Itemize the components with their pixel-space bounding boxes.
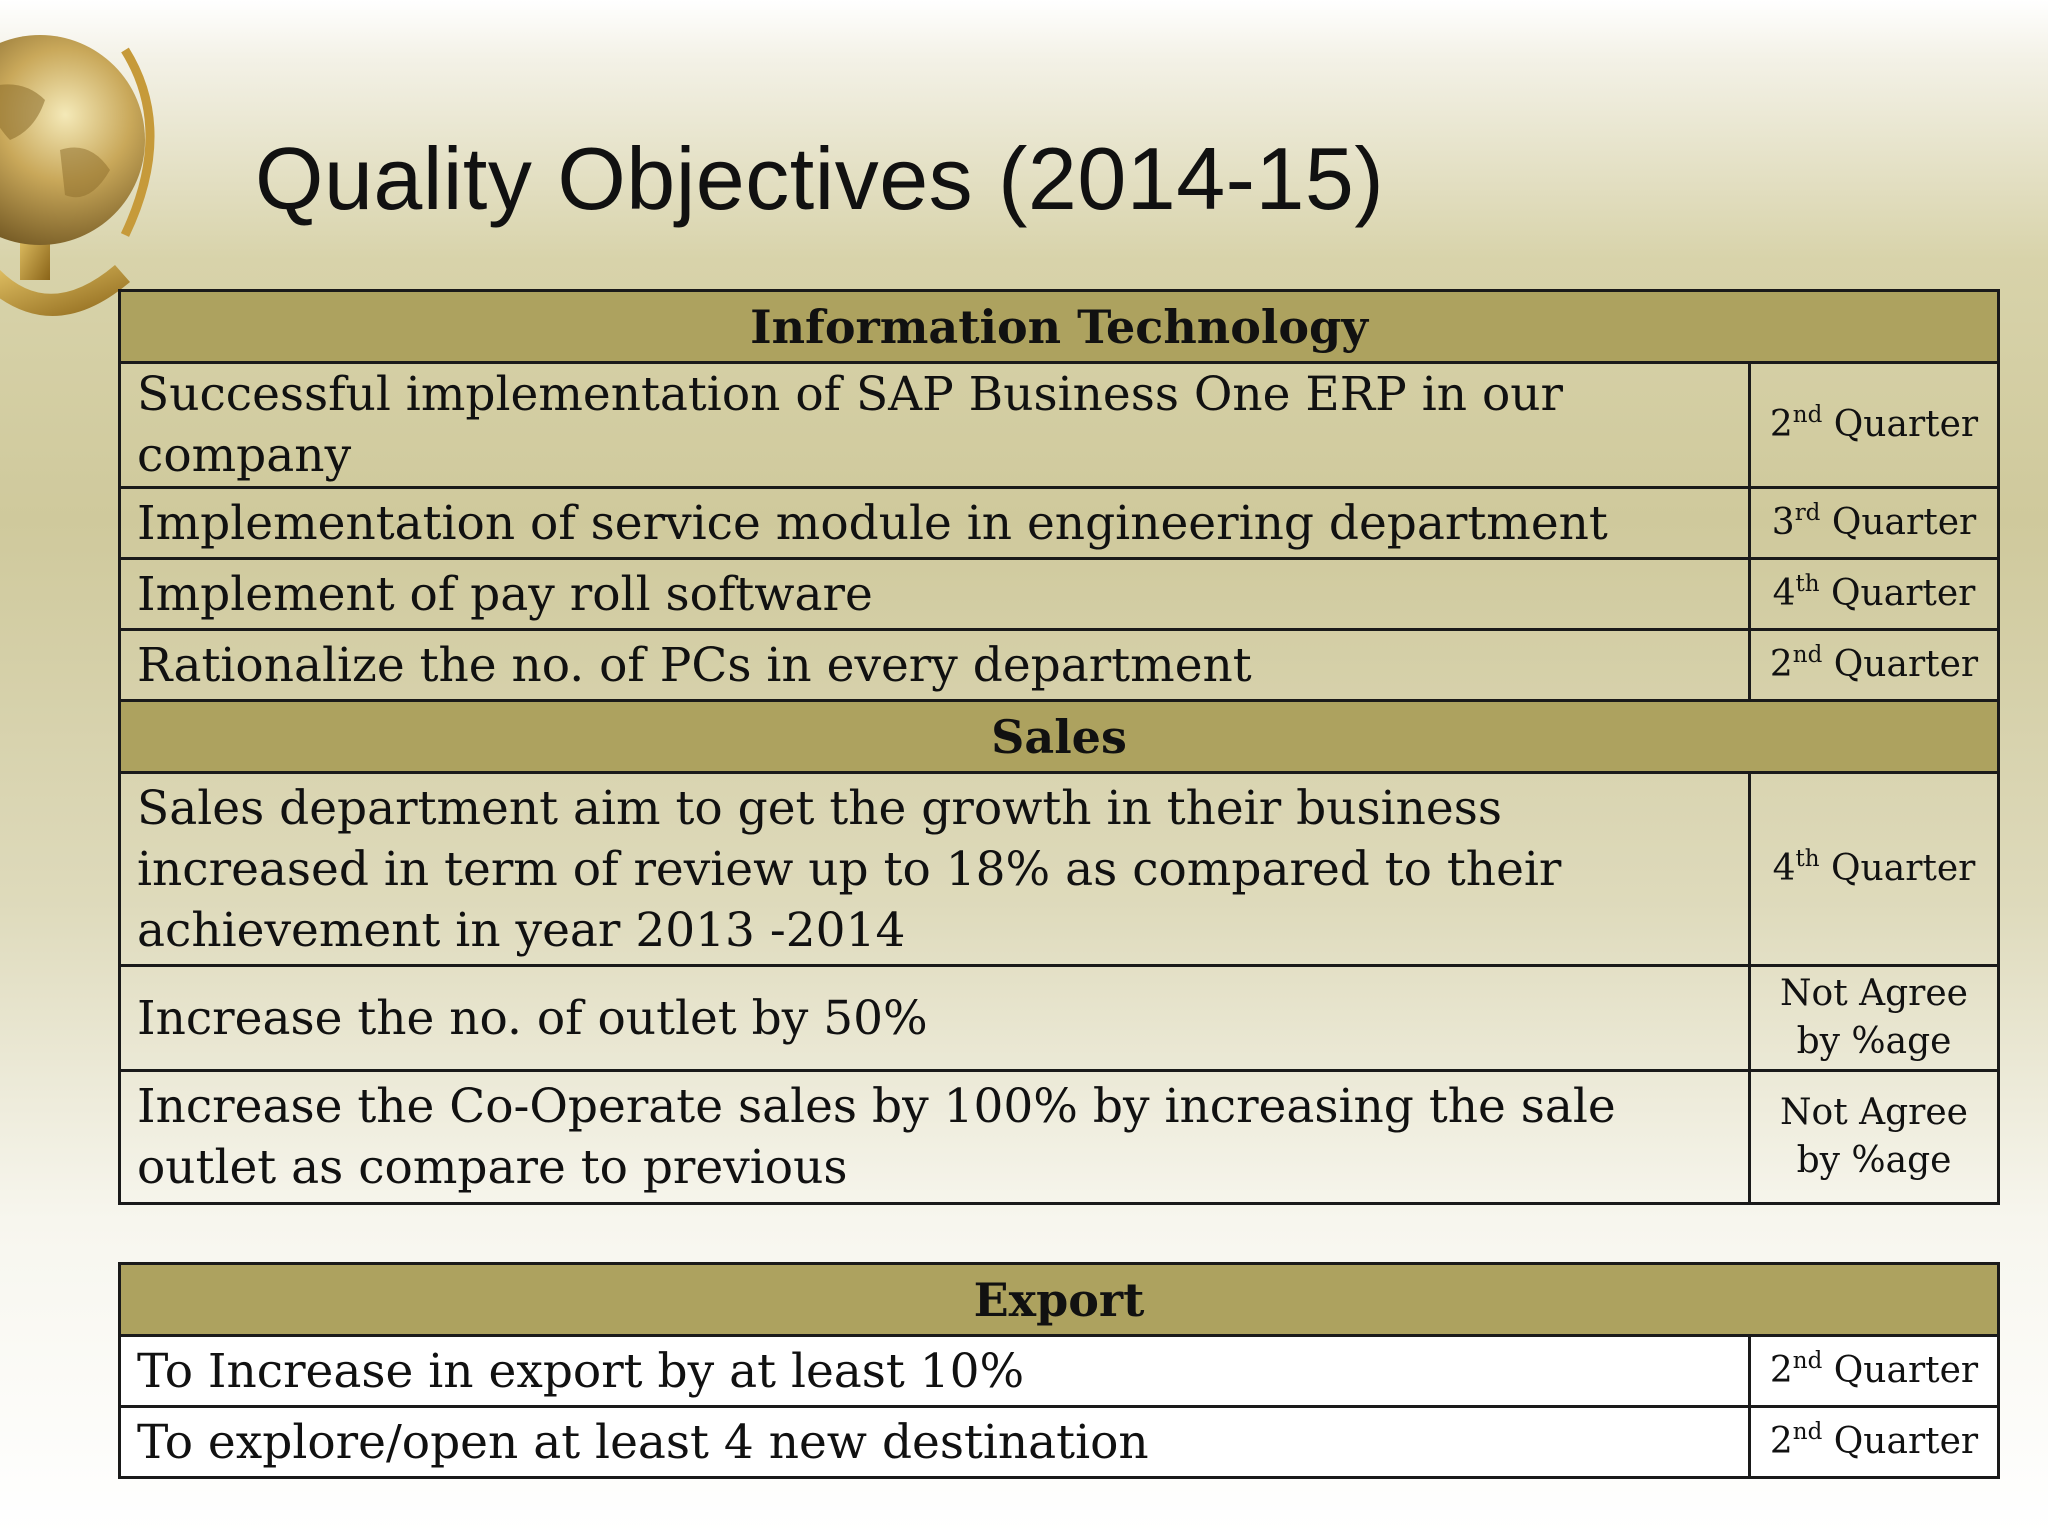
status-not-agree: Not Agree by %age (1747, 964, 2001, 1072)
table-row: To Increase in export by at least 10% 2n… (118, 1334, 2001, 1408)
quarter-ordinal: 2 (1769, 1350, 1793, 1391)
objective-text: To Increase in export by at least 10% (118, 1334, 1751, 1408)
page-title: Quality Objectives (2014-15) (255, 129, 1385, 228)
quarter-label: Quarter (1833, 1421, 1979, 1462)
section-header-it: Information Technology (117, 289, 2001, 364)
table-row: Increase the Co-Operate sales by 100% by… (118, 1069, 2001, 1205)
target-quarter: 4th Quarter (1747, 771, 2001, 967)
target-quarter: 4th Quarter (1747, 557, 2001, 631)
target-quarter: 2nd Quarter (1747, 628, 2001, 702)
status-line: by %age (1796, 1140, 1952, 1181)
table-row: Successful implementation of SAP Busines… (118, 361, 2001, 489)
quarter-ordinal-suffix: nd (1792, 642, 1823, 668)
quarter-ordinal: 2 (1769, 1421, 1793, 1462)
table-row: To explore/open at least 4 new destinati… (118, 1405, 2001, 1479)
quarter-label: Quarter (1831, 573, 1976, 614)
objective-text: Successful implementation of SAP Busines… (118, 361, 1751, 489)
target-quarter: 2nd Quarter (1747, 1334, 2001, 1408)
export-objectives-table: Export To Increase in export by at least… (117, 1262, 2001, 1479)
target-quarter: 3rd Quarter (1747, 486, 2001, 560)
status-not-agree: Not Agree by %age (1747, 1069, 2001, 1205)
it-objectives-table: Information Technology Successful implem… (117, 289, 2001, 702)
section-header-export: Export (117, 1262, 2001, 1337)
status-line: Not Agree (1780, 1092, 1968, 1133)
quarter-label: Quarter (1833, 644, 1979, 685)
status-line: by %age (1796, 1021, 1952, 1062)
objective-text: Increase the Co-Operate sales by 100% by… (118, 1069, 1751, 1205)
table-row: Rationalize the no. of PCs in every depa… (118, 628, 2001, 702)
quarter-ordinal: 4 (1772, 848, 1796, 889)
objective-text: Rationalize the no. of PCs in every depa… (118, 628, 1751, 702)
quarter-ordinal-suffix: nd (1792, 402, 1823, 428)
quarter-ordinal-suffix: th (1795, 571, 1820, 597)
target-quarter: 2nd Quarter (1747, 361, 2001, 489)
quarter-ordinal-suffix: nd (1792, 1348, 1823, 1374)
objective-text: Increase the no. of outlet by 50% (118, 964, 1751, 1072)
table-row: Implement of pay roll software 4th Quart… (118, 557, 2001, 631)
sales-objectives-table: Sales Sales department aim to get the gr… (117, 699, 2001, 1205)
objective-text: Implementation of service module in engi… (118, 486, 1751, 560)
globe-icon (0, 35, 155, 316)
quarter-label: Quarter (1831, 502, 1977, 543)
quarter-ordinal: 2 (1769, 644, 1793, 685)
section-header-sales: Sales (117, 699, 2001, 774)
table-row: Sales department aim to get the growth i… (118, 771, 2001, 967)
quarter-ordinal: 3 (1771, 502, 1795, 543)
objective-text: To explore/open at least 4 new destinati… (118, 1405, 1751, 1479)
quarter-ordinal-suffix: th (1795, 846, 1820, 872)
objective-text: Sales department aim to get the growth i… (118, 771, 1751, 967)
quarter-ordinal: 4 (1772, 573, 1796, 614)
quarter-label: Quarter (1833, 1350, 1979, 1391)
quarter-label: Quarter (1833, 404, 1979, 445)
table-row: Implementation of service module in engi… (118, 486, 2001, 560)
status-line: Not Agree (1780, 973, 1968, 1014)
quarter-label: Quarter (1831, 848, 1976, 889)
quarter-ordinal-suffix: rd (1794, 500, 1821, 526)
quarter-ordinal-suffix: nd (1792, 1419, 1823, 1445)
target-quarter: 2nd Quarter (1747, 1405, 2001, 1479)
quarter-ordinal: 2 (1769, 404, 1793, 445)
objective-text: Implement of pay roll software (118, 557, 1751, 631)
table-row: Increase the no. of outlet by 50% Not Ag… (118, 964, 2001, 1072)
